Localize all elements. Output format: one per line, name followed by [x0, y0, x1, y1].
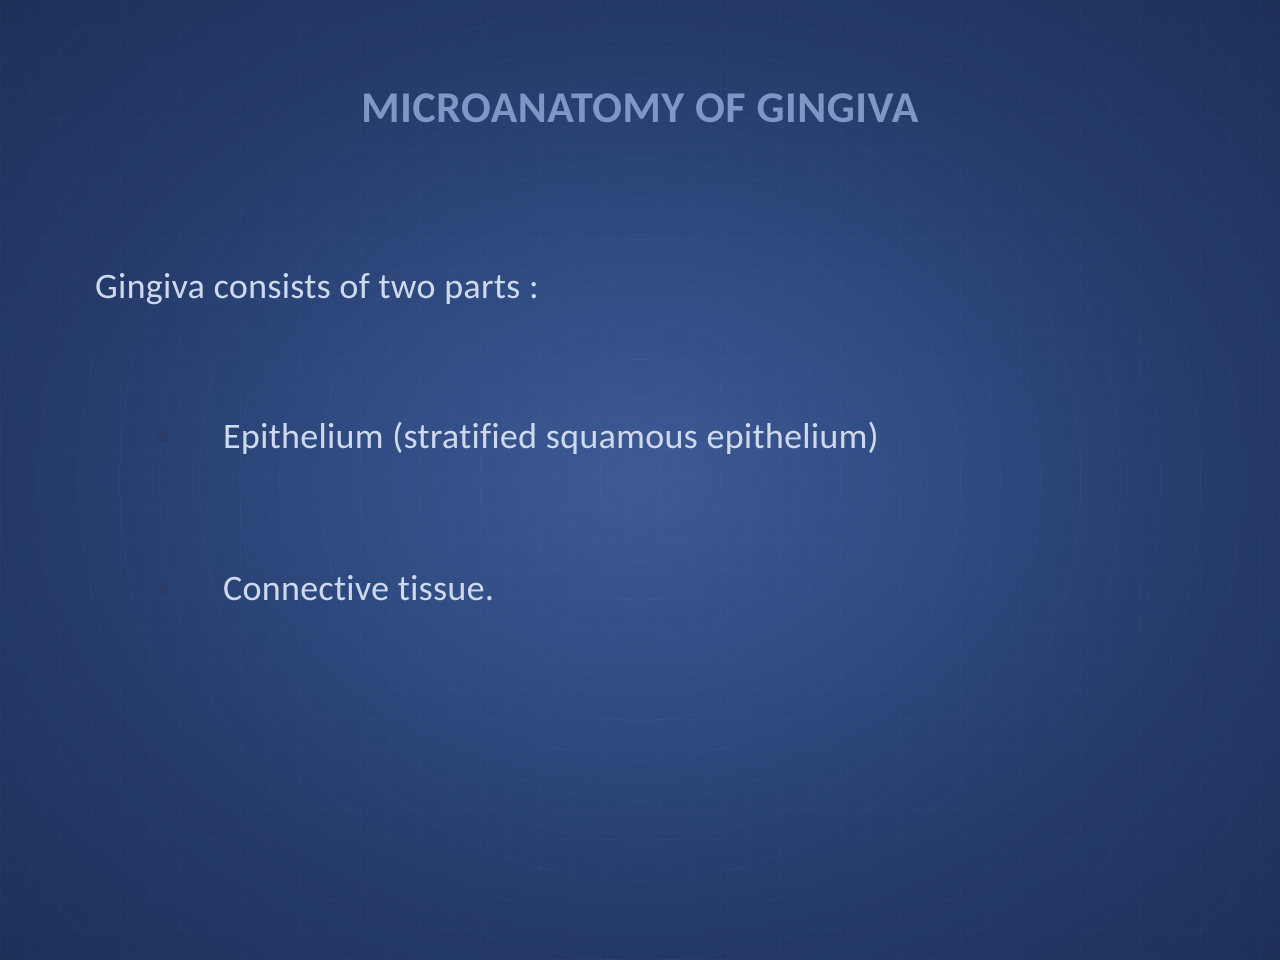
bullet-marker-icon: [157, 583, 168, 594]
presentation-slide: MICROANATOMY OF GINGIVA Gingiva consists…: [0, 0, 1280, 960]
bullet-text: Epithelium (stratified squamous epitheli…: [223, 413, 879, 460]
bullet-list: Epithelium (stratified squamous epitheli…: [95, 413, 1185, 612]
intro-text: Gingiva consists of two parts :: [95, 264, 1185, 308]
bullet-marker-icon: [157, 431, 168, 442]
bullet-text: Connective tissue.: [223, 565, 494, 612]
list-item: Epithelium (stratified squamous epitheli…: [157, 413, 1185, 460]
list-item: Connective tissue.: [157, 565, 1185, 612]
slide-title: MICROANATOMY OF GINGIVA: [95, 80, 1185, 134]
